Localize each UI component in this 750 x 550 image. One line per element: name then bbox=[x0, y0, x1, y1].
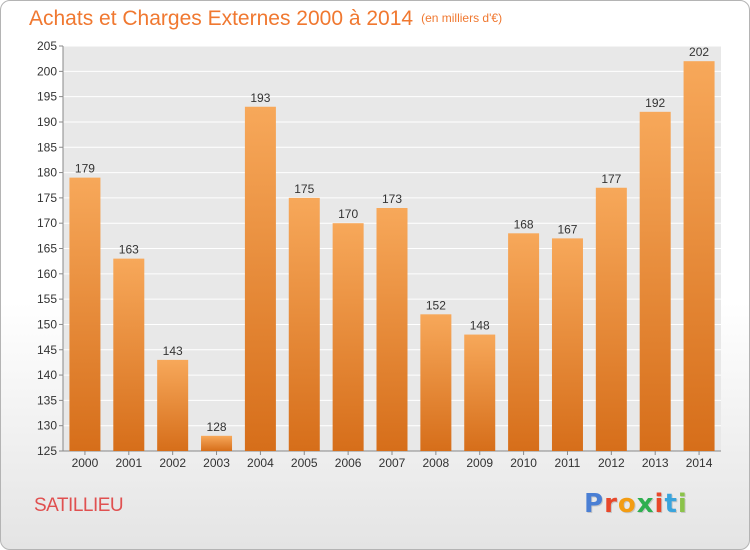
chart-title: Achats et Charges Externes 2000 à 2014 (e… bbox=[29, 7, 502, 31]
y-tick-label: 140 bbox=[37, 368, 57, 382]
data-label: 167 bbox=[557, 222, 577, 236]
y-tick-label: 155 bbox=[37, 292, 57, 306]
x-tick-label: 2005 bbox=[291, 456, 318, 470]
chart-title-text: Achats et Charges Externes 2000 à 2014 bbox=[29, 7, 414, 30]
bar bbox=[683, 61, 715, 451]
y-tick-label: 200 bbox=[37, 64, 57, 78]
y-tick-label: 150 bbox=[37, 317, 57, 331]
x-tick-label: 2006 bbox=[335, 456, 362, 470]
bar bbox=[288, 197, 320, 451]
y-tick-label: 125 bbox=[37, 444, 57, 458]
bar bbox=[157, 359, 189, 451]
bar bbox=[639, 111, 671, 451]
bar bbox=[595, 187, 627, 451]
data-label: 168 bbox=[514, 217, 534, 231]
y-tick-label: 185 bbox=[37, 140, 57, 154]
bar bbox=[113, 258, 145, 451]
data-label: 175 bbox=[294, 182, 314, 196]
x-tick-label: 2007 bbox=[379, 456, 406, 470]
x-tick-label: 2002 bbox=[159, 456, 186, 470]
data-label: 143 bbox=[163, 344, 183, 358]
proxiti-logo: Proxiti bbox=[584, 489, 688, 519]
bar bbox=[508, 233, 540, 451]
x-tick-label: 2008 bbox=[423, 456, 450, 470]
y-tick-label: 190 bbox=[37, 115, 57, 129]
x-tick-label: 2011 bbox=[555, 456, 581, 470]
x-tick-label: 2014 bbox=[686, 456, 713, 470]
x-tick-label: 2004 bbox=[247, 456, 274, 470]
x-tick-label: 2013 bbox=[642, 456, 669, 470]
data-label: 128 bbox=[207, 420, 227, 434]
y-tick-label: 205 bbox=[37, 39, 57, 53]
x-tick-label: 2001 bbox=[115, 456, 142, 470]
bar bbox=[464, 334, 496, 451]
y-tick-label: 145 bbox=[37, 343, 57, 357]
x-tick-label: 2010 bbox=[510, 456, 537, 470]
data-label: 193 bbox=[250, 91, 270, 105]
y-tick-label: 130 bbox=[37, 419, 57, 433]
data-label: 163 bbox=[119, 243, 139, 257]
bar bbox=[420, 314, 452, 451]
y-tick-label: 160 bbox=[37, 267, 57, 281]
x-tick-label: 2012 bbox=[598, 456, 625, 470]
data-label: 148 bbox=[470, 319, 490, 333]
x-tick-label: 2003 bbox=[203, 456, 230, 470]
y-tick-label: 135 bbox=[37, 393, 57, 407]
y-tick-label: 195 bbox=[37, 90, 57, 104]
bar bbox=[551, 238, 583, 451]
x-tick-label: 2009 bbox=[466, 456, 493, 470]
y-tick-label: 170 bbox=[37, 216, 57, 230]
data-label: 202 bbox=[689, 45, 709, 59]
y-tick-label: 165 bbox=[37, 242, 57, 256]
data-label: 177 bbox=[601, 172, 621, 186]
y-tick-label: 180 bbox=[37, 166, 57, 180]
data-label: 192 bbox=[645, 96, 665, 110]
x-tick-label: 2000 bbox=[72, 456, 99, 470]
data-label: 179 bbox=[75, 162, 95, 176]
data-label: 170 bbox=[338, 207, 358, 221]
bar bbox=[376, 208, 408, 451]
bar bbox=[201, 435, 233, 451]
bar bbox=[69, 177, 101, 451]
commune-name: SATILLIEU bbox=[34, 495, 124, 516]
data-label: 173 bbox=[382, 192, 402, 206]
bar bbox=[244, 106, 276, 451]
chart-unit: (en milliers d'€) bbox=[421, 11, 503, 25]
bar bbox=[332, 223, 364, 451]
data-label: 152 bbox=[426, 298, 446, 312]
y-tick-label: 175 bbox=[37, 191, 57, 205]
